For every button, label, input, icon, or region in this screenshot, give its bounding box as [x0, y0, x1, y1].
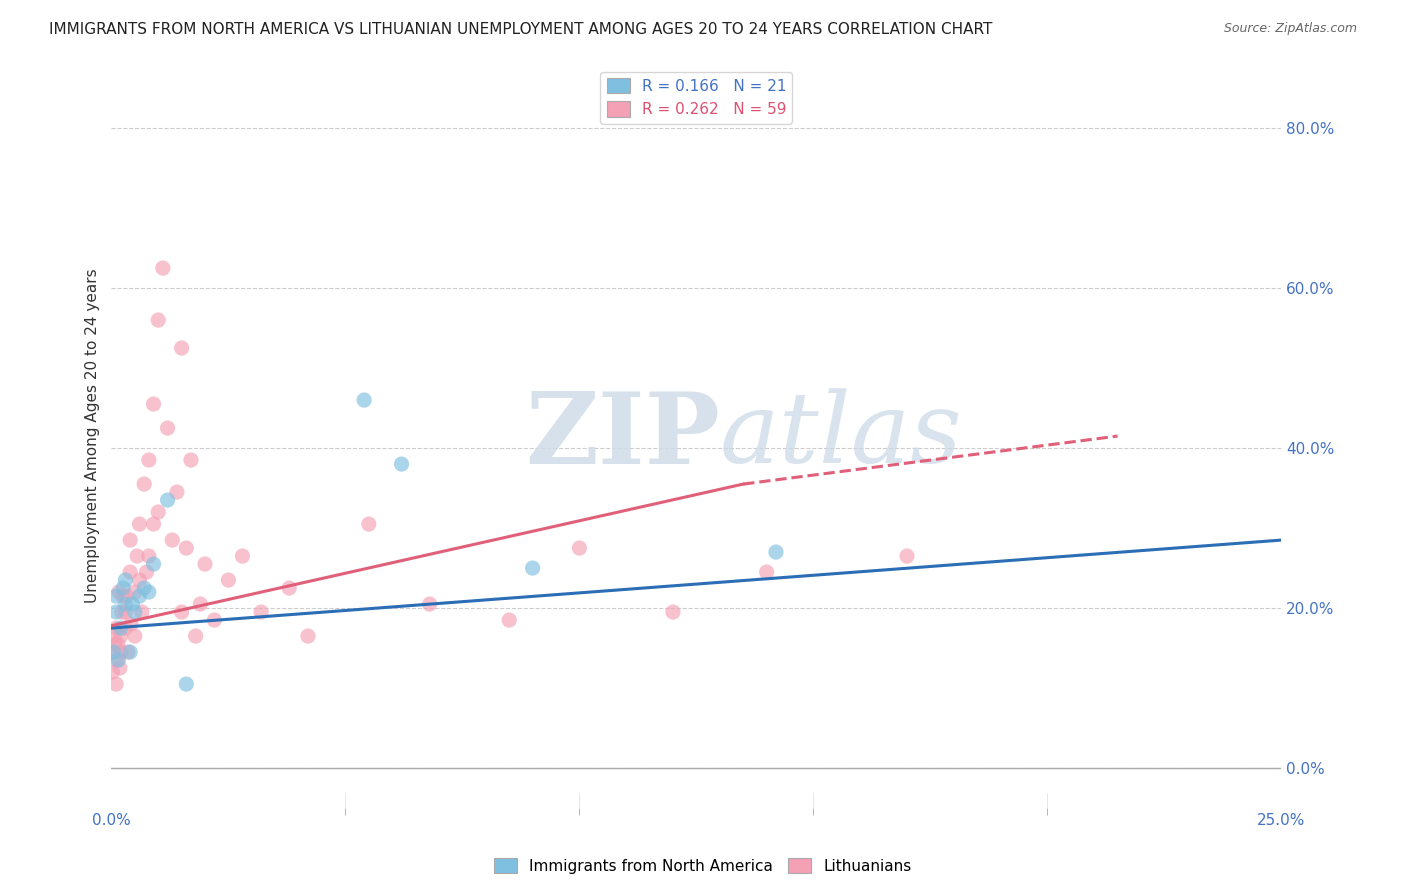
Point [105, 653, 128, 667]
Point [134, 477, 156, 491]
Point [142, 397, 165, 411]
Point [250, 605, 273, 619]
Point [128, 589, 150, 603]
Text: Source: ZipAtlas.com: Source: ZipAtlas.com [1223, 22, 1357, 36]
Point [156, 421, 179, 435]
Point [765, 545, 787, 559]
Point [138, 453, 160, 467]
Point [127, 549, 149, 563]
Point [662, 605, 685, 619]
Point [170, 605, 193, 619]
Point [231, 549, 253, 563]
Point [110, 621, 132, 635]
Point [103, 645, 125, 659]
Point [105, 621, 128, 635]
Point [117, 645, 139, 659]
Point [105, 605, 128, 619]
Point [152, 261, 174, 276]
Point [353, 393, 375, 408]
Point [498, 613, 520, 627]
Point [128, 517, 150, 532]
Point [110, 645, 132, 659]
Point [156, 493, 179, 508]
Point [101, 665, 124, 679]
Point [202, 613, 225, 627]
Point [188, 597, 211, 611]
Point [107, 637, 129, 651]
Point [120, 533, 142, 547]
Point [108, 661, 131, 675]
Point [297, 629, 319, 643]
Point [112, 581, 135, 595]
Point [194, 557, 217, 571]
Point [128, 573, 150, 587]
Point [162, 533, 184, 547]
Point [174, 677, 197, 691]
Point [217, 573, 239, 587]
Point [896, 549, 918, 563]
Point [115, 589, 138, 603]
Point [174, 541, 197, 555]
Point [568, 541, 591, 555]
Point [121, 597, 143, 611]
Point [148, 505, 170, 519]
Point [138, 549, 160, 563]
Point [135, 565, 157, 579]
Y-axis label: Unemployment Among Ages 20 to 24 years: Unemployment Among Ages 20 to 24 years [86, 268, 100, 603]
Point [120, 565, 142, 579]
Point [124, 585, 146, 599]
Point [111, 605, 134, 619]
Point [120, 645, 142, 659]
Point [104, 637, 127, 651]
Point [103, 645, 125, 659]
Point [105, 589, 128, 603]
Text: IMMIGRANTS FROM NORTH AMERICA VS LITHUANIAN UNEMPLOYMENT AMONG AGES 20 TO 24 YEA: IMMIGRANTS FROM NORTH AMERICA VS LITHUAN… [49, 22, 993, 37]
Point [142, 517, 165, 532]
Point [138, 585, 160, 599]
Point [110, 629, 132, 643]
Point [755, 565, 778, 579]
Point [105, 677, 128, 691]
Point [111, 589, 134, 603]
Legend: R = 0.166   N = 21, R = 0.262   N = 59: R = 0.166 N = 21, R = 0.262 N = 59 [600, 71, 793, 123]
Point [114, 621, 136, 635]
Point [391, 457, 413, 471]
Point [184, 629, 207, 643]
Text: ZIP: ZIP [524, 387, 720, 484]
Point [124, 605, 146, 619]
Legend: Immigrants from North America, Lithuanians: Immigrants from North America, Lithuania… [488, 852, 918, 880]
Point [120, 617, 142, 632]
Point [124, 629, 146, 643]
Point [114, 573, 136, 587]
Point [148, 313, 170, 327]
Point [108, 585, 131, 599]
Text: atlas: atlas [720, 388, 963, 483]
Point [522, 561, 544, 575]
Point [357, 517, 380, 532]
Point [419, 597, 441, 611]
Point [107, 653, 129, 667]
Point [103, 629, 125, 643]
Point [166, 485, 188, 500]
Point [142, 557, 165, 571]
Point [170, 341, 193, 355]
Point [114, 605, 136, 619]
Point [180, 453, 202, 467]
Point [114, 597, 136, 611]
Point [278, 581, 301, 595]
Point [134, 581, 156, 595]
Point [131, 605, 153, 619]
